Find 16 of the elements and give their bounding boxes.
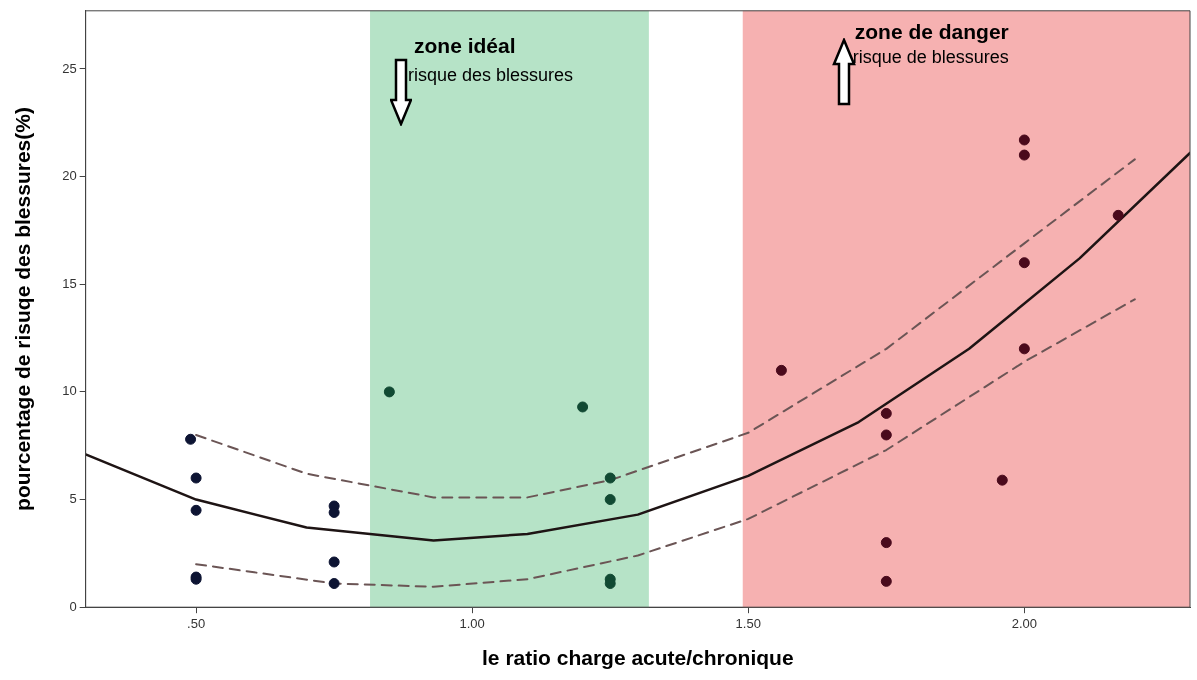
annotation: risque des blessures [408, 64, 574, 85]
x-tick-label: 1.50 [735, 615, 761, 631]
x-tick-label: .50 [187, 615, 206, 631]
y-tick-label: 15 [62, 275, 77, 291]
x-tick-label: 2.00 [1011, 615, 1038, 631]
annotation: risque de blessures [852, 46, 1009, 67]
band-label: zone de danger [854, 19, 1009, 43]
band-label: zone idéal [414, 33, 516, 57]
x-tick-label: 1.00 [459, 615, 485, 631]
y-axis-title: pourcentage de risuqe des blessures(%) [11, 107, 35, 511]
y-tick-label: 20 [62, 168, 77, 184]
y-tick-label: 0 [69, 598, 77, 614]
y-tick-label: 10 [62, 383, 77, 399]
x-axis-title: le ratio charge acute/chronique [482, 646, 794, 670]
y-tick-label: 25 [62, 60, 77, 76]
y-tick-label: 5 [69, 491, 77, 507]
